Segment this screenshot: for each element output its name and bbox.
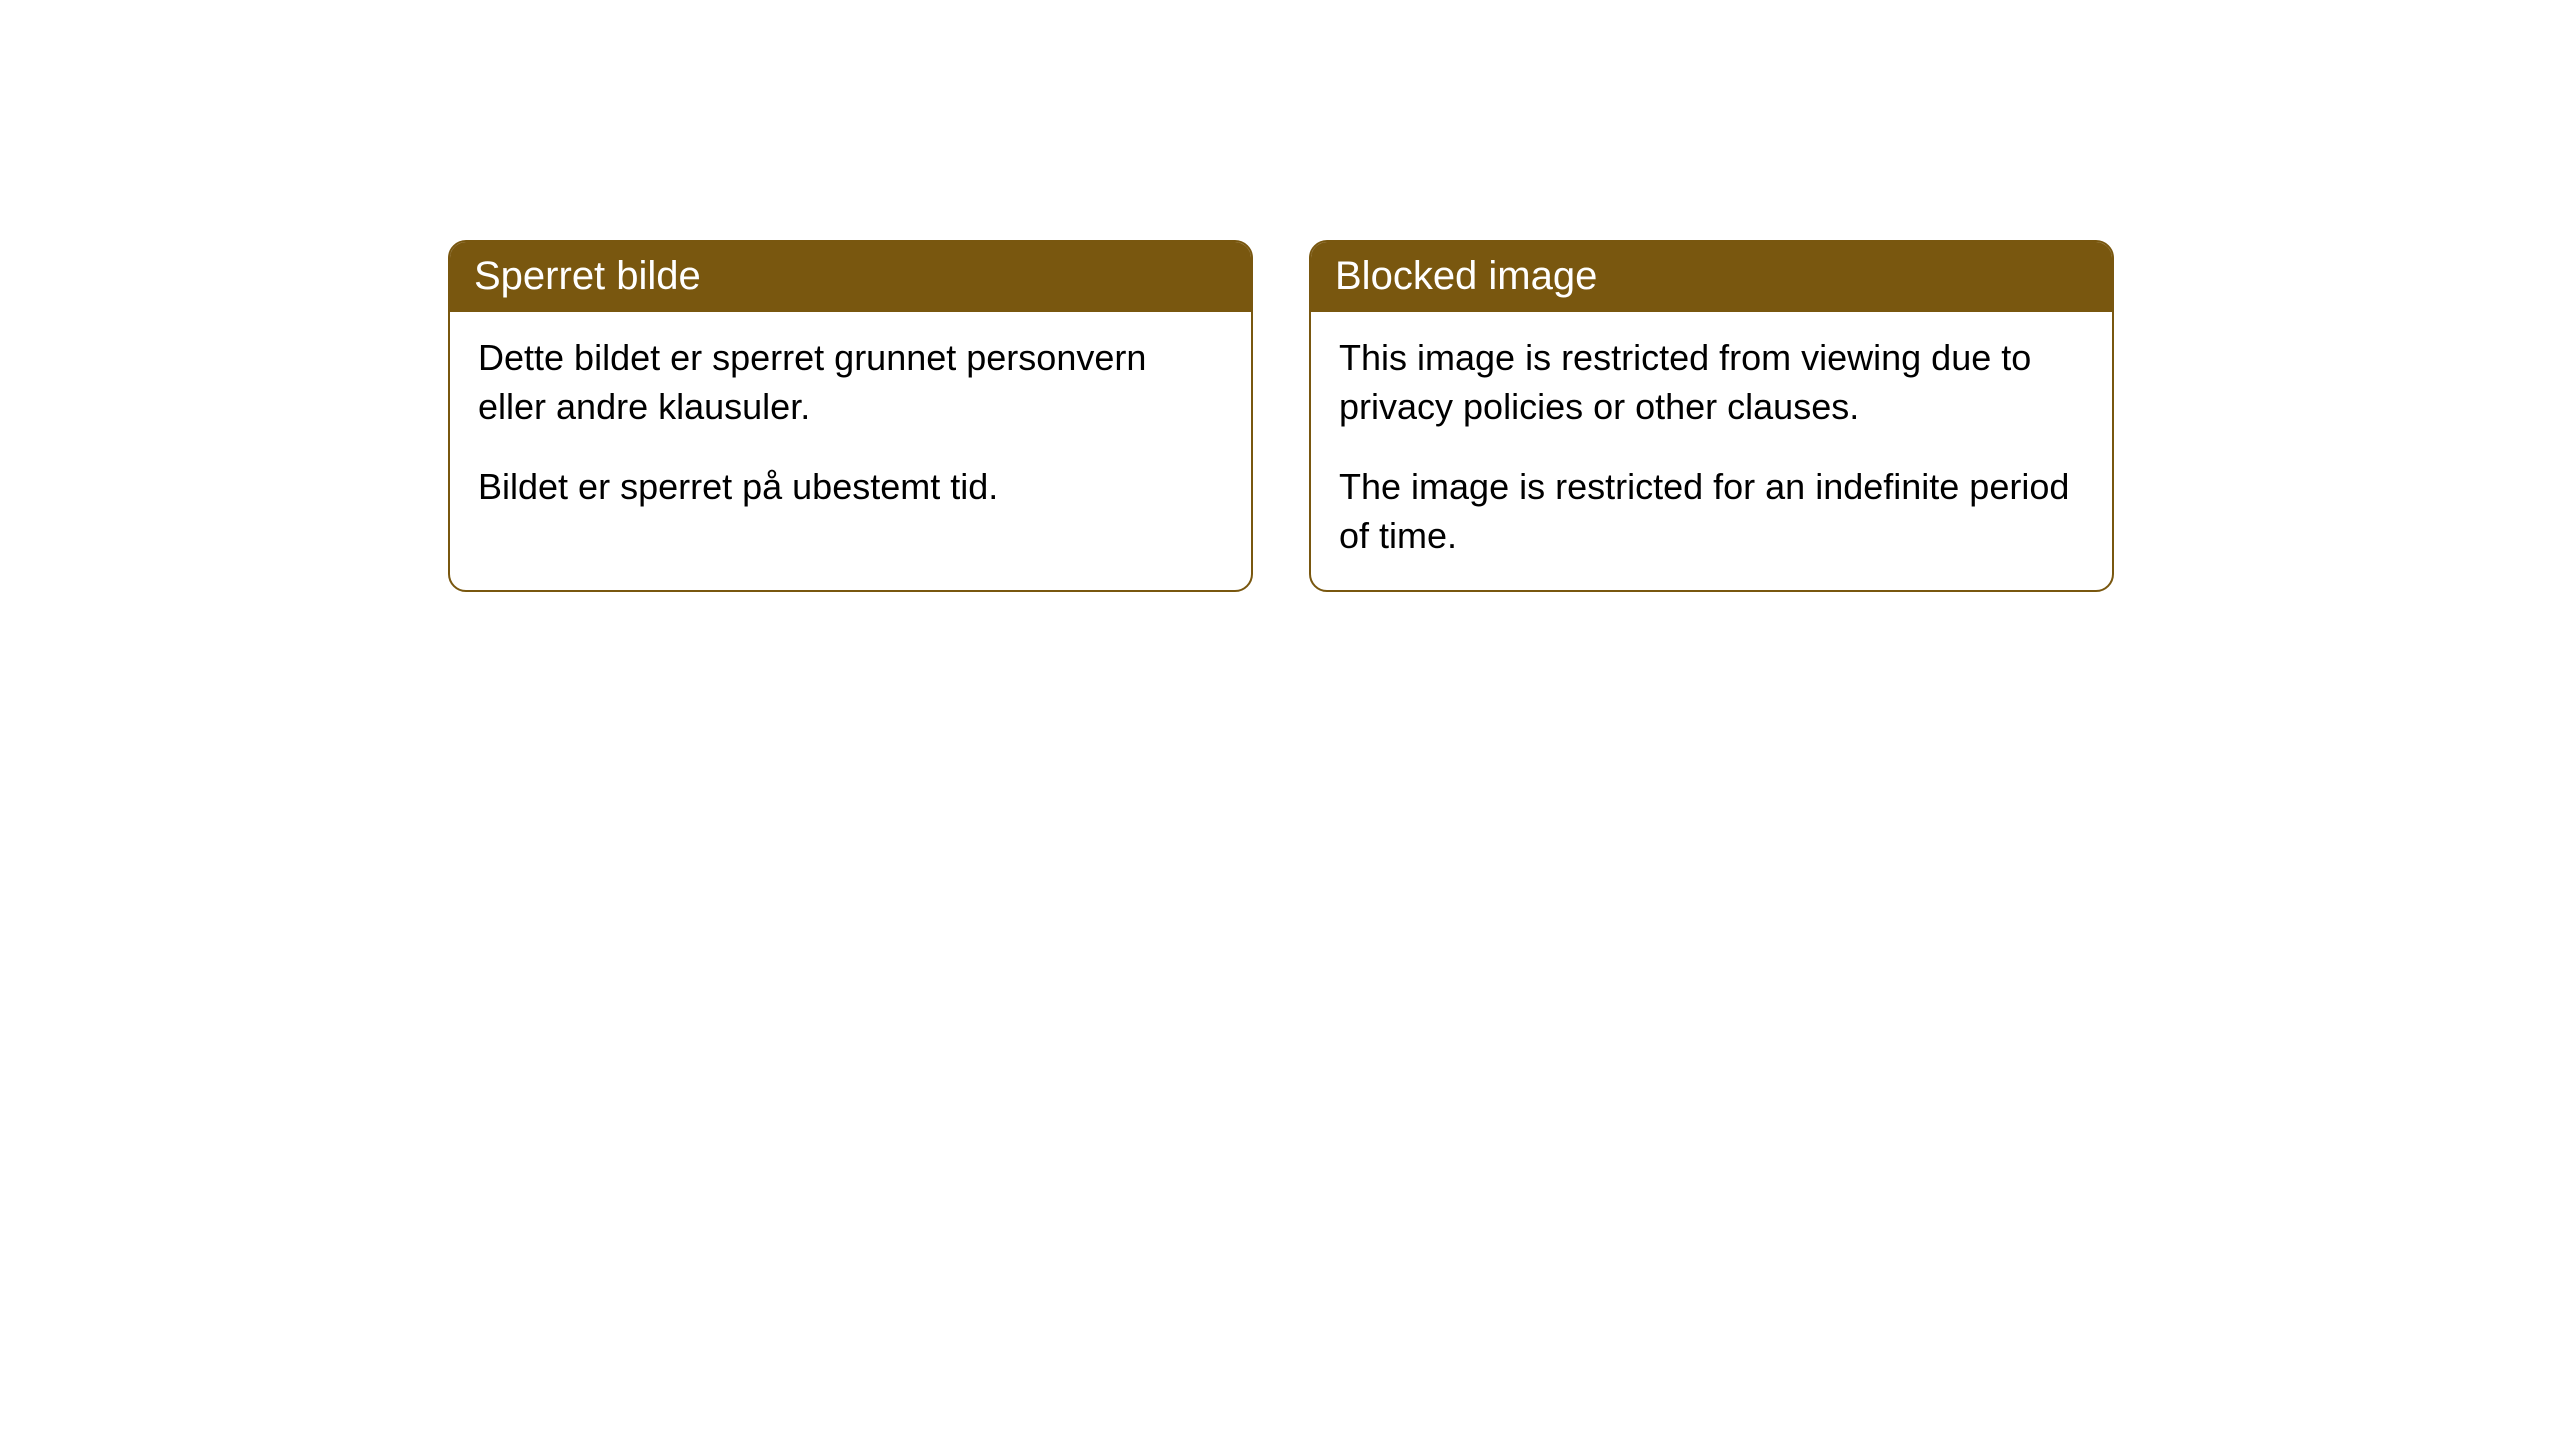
notice-paragraph: The image is restricted for an indefinit… <box>1339 463 2084 560</box>
card-body: This image is restricted from viewing du… <box>1311 312 2112 590</box>
card-header: Sperret bilde <box>450 242 1251 312</box>
notice-cards-container: Sperret bilde Dette bildet er sperret gr… <box>448 240 2560 592</box>
card-header: Blocked image <box>1311 242 2112 312</box>
card-body: Dette bildet er sperret grunnet personve… <box>450 312 1251 542</box>
notice-card-norwegian: Sperret bilde Dette bildet er sperret gr… <box>448 240 1253 592</box>
notice-paragraph: Dette bildet er sperret grunnet personve… <box>478 334 1223 431</box>
notice-paragraph: This image is restricted from viewing du… <box>1339 334 2084 431</box>
notice-card-english: Blocked image This image is restricted f… <box>1309 240 2114 592</box>
notice-paragraph: Bildet er sperret på ubestemt tid. <box>478 463 1223 512</box>
